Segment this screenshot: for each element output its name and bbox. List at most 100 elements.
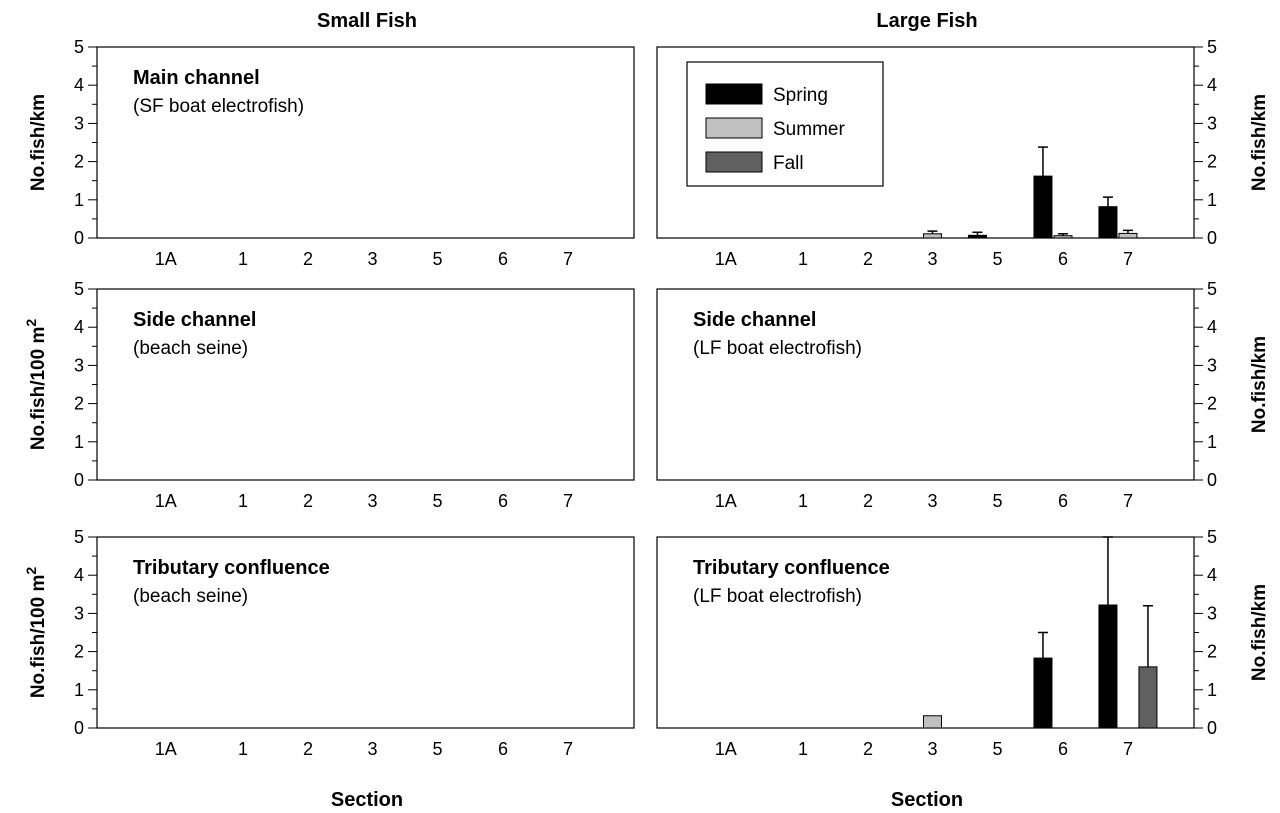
y-tick-label: 4 (74, 75, 84, 95)
x-tick-label: 1A (155, 249, 177, 269)
panel-small-main: 0 1 2 3 4 5 No.fish/km 1A 1 2 3 5 6 7 Main channel (SF … (28, 37, 635, 269)
panel-title: Tributary confluence (133, 557, 330, 579)
y-tick-label: 2 (1207, 642, 1217, 662)
x-tick-label: 5 (992, 249, 1002, 269)
y-tick-label: 4 (74, 565, 84, 585)
bar-summer (922, 233, 942, 239)
y-tick-label: 0 (1207, 228, 1217, 248)
y-tick-label: 5 (1207, 527, 1217, 547)
y-tick-label: 5 (74, 37, 84, 57)
y-tick-label: 1 (74, 680, 84, 700)
x-tick-label: 7 (1123, 249, 1133, 269)
column-title-large-fish: Large Fish (876, 10, 977, 32)
legend-label-fall: Fall (773, 153, 804, 174)
x-tick-label: 1A (715, 249, 737, 269)
x-tick-label: 7 (1123, 491, 1133, 511)
panels: 0 1 2 3 4 5 No.fish/km 1A 1 2 3 5 6 7 Main channel (SF … (23, 37, 1270, 759)
y-tick-label: 2 (1207, 394, 1217, 414)
x-tick-label: 2 (863, 249, 873, 269)
x-tick-label: 3 (367, 491, 377, 511)
legend-swatch-spring (705, 83, 763, 105)
y-tick-label: 3 (1207, 355, 1217, 375)
x-tick-label: 2 (863, 739, 873, 759)
panel-subtitle: (SF boat electrofish) (133, 96, 304, 117)
panel-large-trib: 0 1 2 3 4 5 No.fish/km 1A 1 2 3 5 6 7 Tributary conflu… (656, 527, 1270, 759)
x-tick-label: 1A (715, 491, 737, 511)
panel-large-side: 0 1 2 3 4 5 No.fish/km 1A 1 2 3 5 6 7 Side channel (LF … (656, 279, 1270, 511)
x-tick-label: 5 (432, 249, 442, 269)
y-tick-label: 2 (74, 152, 84, 172)
x-tick-label: 6 (1058, 491, 1068, 511)
y-tick-label: 3 (74, 355, 84, 375)
y-tick-label: 1 (74, 432, 84, 452)
y-axis-label: No.fish/100 m2 (23, 319, 49, 451)
panel-subtitle: (LF boat electrofish) (693, 338, 862, 359)
y-tick-label: 2 (1207, 152, 1217, 172)
y-tick-label: 0 (74, 718, 84, 738)
x-tick-label: 7 (563, 739, 573, 759)
x-tick-label: 7 (563, 249, 573, 269)
y-axis-label: No.fish/km (1249, 584, 1270, 681)
y-tick-label: 4 (74, 317, 84, 337)
x-tick-label: 6 (1058, 739, 1068, 759)
bar-fall (1138, 666, 1158, 729)
x-tick-label: 1 (798, 739, 808, 759)
x-tick-label: 2 (303, 491, 313, 511)
x-tick-label: 1 (238, 491, 248, 511)
y-tick-label: 2 (74, 394, 84, 414)
y-tick-label: 3 (1207, 113, 1217, 133)
y-tick-label: 3 (74, 603, 84, 623)
x-tick-label: 3 (367, 739, 377, 759)
panel-subtitle: (beach seine) (133, 586, 248, 607)
y-tick-label: 4 (1207, 317, 1217, 337)
x-tick-label: 3 (927, 491, 937, 511)
x-tick-label: 5 (432, 739, 442, 759)
panel-subtitle: (LF boat electrofish) (693, 586, 862, 607)
panel-title: Tributary confluence (693, 557, 890, 579)
x-tick-label: 2 (863, 491, 873, 511)
y-axis-label-superscript: 2 (23, 319, 39, 327)
y-tick-label: 0 (1207, 470, 1217, 490)
x-tick-label: 7 (1123, 739, 1133, 759)
x-tick-label: 1 (238, 249, 248, 269)
panel-small-side: 0 1 2 3 4 5 No.fish/100 m2 1A 1 2 3 5 6 7 Side channel… (23, 279, 635, 511)
panel-small-trib: 0 1 2 3 4 5 No.fish/100 m2 1A 1 2 3 5 6 7 Tributary co… (23, 527, 635, 759)
x-axis-title-large: Section (891, 789, 963, 811)
bar-spring (967, 234, 987, 239)
bar-spring (1033, 657, 1053, 729)
y-tick-label: 1 (74, 190, 84, 210)
y-tick-label: 1 (1207, 680, 1217, 700)
y-axis-label: No.fish/100 m2 (23, 567, 49, 699)
y-tick-label: 1 (1207, 190, 1217, 210)
x-tick-label: 7 (563, 491, 573, 511)
y-tick-label: 3 (1207, 603, 1217, 623)
x-tick-label: 6 (498, 249, 508, 269)
x-axis-title-small: Section (331, 789, 403, 811)
y-tick-label: 5 (1207, 37, 1217, 57)
y-tick-label: 4 (1207, 565, 1217, 585)
y-tick-label: 5 (74, 527, 84, 547)
bar-spring (1098, 206, 1118, 239)
bar-spring (1098, 604, 1118, 729)
x-tick-label: 1A (155, 739, 177, 759)
x-tick-label: 1A (715, 739, 737, 759)
x-tick-label: 2 (303, 739, 313, 759)
y-axis-label: No.fish/km (1249, 336, 1270, 433)
x-tick-label: 3 (367, 249, 377, 269)
x-tick-label: 6 (498, 491, 508, 511)
legend-swatch-fall (705, 151, 763, 173)
panel-subtitle: (beach seine) (133, 338, 248, 359)
legend-label-spring: Spring (773, 85, 828, 106)
x-tick-label: 6 (498, 739, 508, 759)
panel-title: Main channel (133, 67, 260, 89)
y-tick-label: 2 (74, 642, 84, 662)
x-tick-label: 1 (798, 491, 808, 511)
x-tick-label: 5 (432, 491, 442, 511)
y-tick-label: 0 (74, 470, 84, 490)
y-tick-label: 5 (74, 279, 84, 299)
legend: Spring Summer Fall (686, 61, 884, 187)
x-tick-label: 1 (238, 739, 248, 759)
y-tick-label: 0 (74, 228, 84, 248)
